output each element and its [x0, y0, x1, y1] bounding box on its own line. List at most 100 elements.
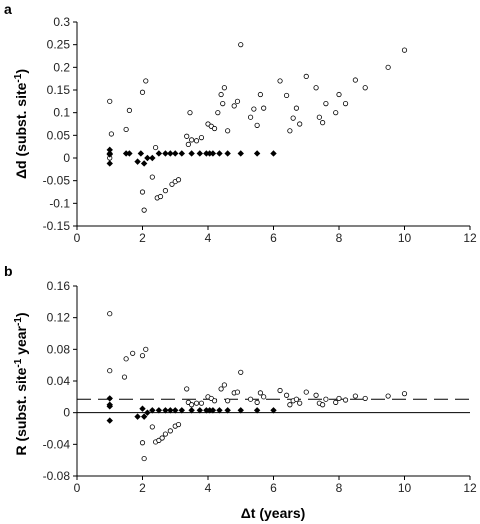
panel-a-point-open-circle	[254, 122, 260, 128]
panel-b-point-open-circle	[218, 386, 224, 392]
panel-b-x-tick-label: 10	[398, 481, 412, 495]
panel-b-point-open-circle	[149, 424, 155, 430]
panel-b-x-tick-label: 2	[139, 481, 146, 495]
panel-a-point-open-circle	[143, 78, 149, 84]
panel-a-point-open-circle	[401, 47, 408, 53]
panel-b-point-open-circle	[141, 455, 147, 462]
panel-b-point-filled-diamond	[178, 407, 185, 414]
panel-a-point-filled-diamond	[178, 150, 185, 157]
panel-b-point-open-circle	[257, 390, 263, 396]
panel-a-y-tick-label: 0.3	[53, 15, 70, 29]
panel-a-data-points	[106, 42, 408, 213]
panel-b-point-filled-diamond	[162, 407, 169, 414]
panel-b-point-open-circle	[184, 386, 190, 392]
panel-a-point-open-circle	[215, 110, 221, 116]
panel-b-point-filled-diamond	[106, 417, 113, 424]
panel-b-point-open-circle	[362, 395, 368, 402]
panel-a-point-filled-diamond	[203, 150, 210, 157]
panel-b-label: b	[4, 263, 13, 279]
panel-b-point-open-circle	[143, 346, 149, 352]
panel-b-point-open-circle	[323, 396, 329, 402]
panel-b-y-tick-label: 0.12	[47, 311, 71, 325]
x-axis-label: Δt (years)	[241, 505, 306, 521]
panel-a-axes: 0 2 4 6 8 10 12 -0.15 -0.1 -0.05 0 0.05 0.1 0.15 0.2 0.…	[43, 15, 477, 245]
panel-b-point-open-circle	[287, 402, 293, 408]
panel-b-point-filled-diamond	[224, 407, 231, 414]
panel-a-point-filled-diamond	[209, 150, 217, 157]
panel-b-x-tick-label: 8	[336, 481, 343, 495]
panel-b-point-filled-diamond	[203, 407, 210, 414]
panel-a-point-filled-diamond	[188, 150, 195, 157]
panel-b-point-open-circle	[254, 399, 260, 405]
panel-b-point-open-circle	[121, 374, 128, 380]
panel-a-y-tick-label: 0	[63, 151, 70, 165]
panel-a-point-open-circle	[139, 189, 146, 195]
panel-b-point-open-circle	[162, 431, 169, 437]
panel-a-point-filled-diamond	[206, 150, 213, 157]
panel-b-point-open-circle	[336, 395, 342, 402]
panel-b-point-filled-diamond	[172, 407, 179, 414]
panel-a-point-open-circle	[184, 133, 190, 139]
panel-a-point-open-circle	[162, 188, 169, 194]
panel-b-point-open-circle	[283, 392, 290, 398]
panel-a-point-open-circle	[247, 114, 254, 120]
panel-b-point-open-circle	[139, 353, 146, 359]
panel-b-point-filled-diamond	[149, 407, 156, 414]
panel-a-point-open-circle	[141, 207, 147, 213]
panel-a-x-tick-label: 0	[74, 231, 81, 245]
panel-a-point-open-circle	[153, 144, 159, 151]
panel-a-point-open-circle	[175, 177, 182, 183]
panel-a-point-filled-diamond	[224, 150, 231, 157]
panel-b-point-open-circle	[107, 368, 113, 374]
panel-b-point-filled-diamond	[270, 407, 277, 414]
panel-a-point-open-circle	[316, 114, 322, 120]
panel-b: b R (subst. site-1 year-1) 0 2 4 6 8 10 12-0.0…	[4, 263, 477, 521]
panel-b-point-open-circle	[313, 392, 319, 398]
panel-b-point-filled-diamond	[134, 413, 141, 420]
panel-b-point-open-circle	[139, 440, 146, 446]
panel-b-point-filled-diamond	[144, 409, 151, 416]
panel-a-point-open-circle	[238, 42, 244, 48]
panel-b-point-filled-diamond	[106, 395, 113, 402]
panel-a-y-tick-label: -0.05	[43, 174, 71, 188]
panel-a-point-open-circle	[323, 101, 329, 107]
panel-a-point-filled-diamond	[134, 158, 141, 165]
panel-b-y-tick-label: -0.08	[43, 469, 71, 483]
panel-b-point-open-circle	[221, 382, 227, 388]
panel-a-point-open-circle	[220, 101, 226, 107]
panel-b-y-tick-label: 0.04	[47, 374, 71, 388]
panel-a-point-open-circle	[313, 85, 319, 91]
panel-a-label: a	[4, 1, 12, 17]
panel-b-ylabel-sup2: -1	[13, 317, 24, 326]
panel-a-point-filled-diamond	[149, 154, 156, 162]
panel-a-point-open-circle	[198, 135, 205, 141]
panel-b-point-open-circle	[225, 398, 231, 404]
panel-b-point-open-circle	[333, 399, 339, 405]
panel-b-point-open-circle	[198, 400, 205, 406]
panel-b-point-open-circle	[234, 389, 241, 395]
panel-a-point-open-circle	[218, 91, 224, 98]
panel-a-point-open-circle	[352, 77, 358, 83]
panel-b-x-tick-label: 4	[205, 481, 212, 495]
panel-b-point-filled-diamond	[167, 407, 174, 414]
panel-b-x-tick-label: 0	[74, 481, 81, 495]
panel-a-y-tick-label: 0.1	[53, 106, 70, 120]
panel-b-point-filled-diamond	[188, 407, 195, 414]
panel-b-point-open-circle	[352, 393, 358, 399]
panel-a-point-open-circle	[362, 85, 368, 91]
panel-a-x-tick-label: 2	[139, 231, 146, 245]
panel-a-point-open-circle	[385, 64, 391, 70]
panel-a-point-open-circle	[261, 105, 267, 111]
panel-a-point-filled-diamond	[237, 150, 244, 157]
panel-a-point-filled-diamond	[167, 150, 174, 157]
panel-a-point-filled-diamond	[137, 150, 145, 157]
panel-b-x-tick-label: 6	[270, 481, 277, 495]
panel-a-point-filled-diamond	[196, 150, 204, 157]
panel-b-point-open-circle	[297, 400, 303, 406]
panel-b-ylabel-main: R (subst. site	[13, 367, 29, 455]
panel-a-point-filled-diamond	[172, 150, 179, 157]
panel-a-ylabel-end: )	[13, 69, 29, 74]
panel-b-point-open-circle	[277, 387, 283, 394]
panel-a-point-open-circle	[108, 131, 114, 137]
